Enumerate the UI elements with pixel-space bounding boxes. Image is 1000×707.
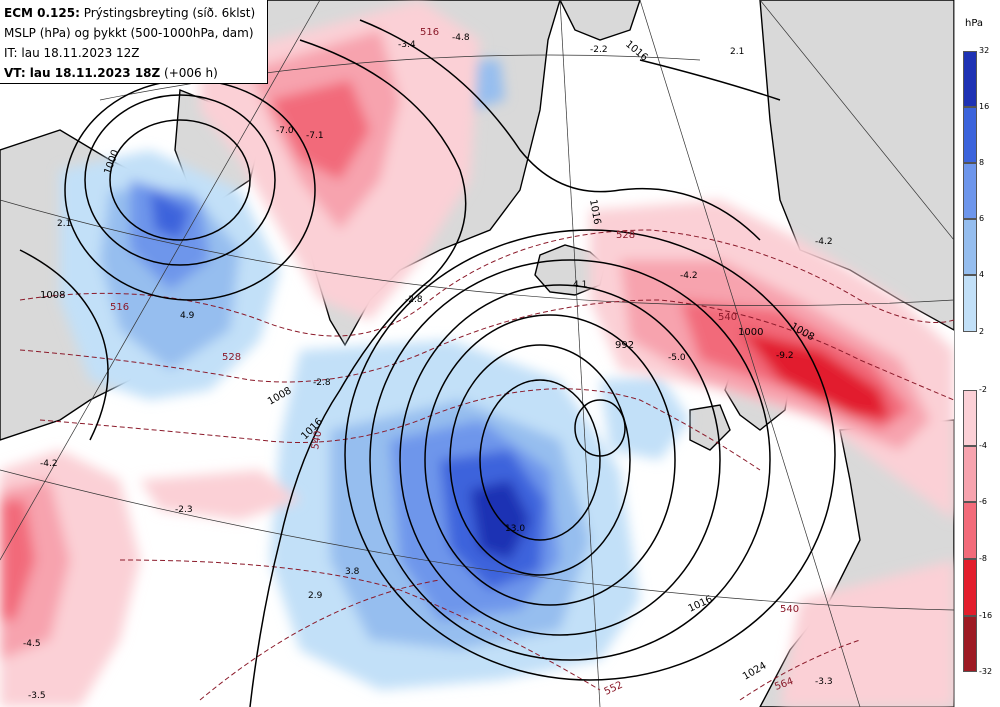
legend-swatch bbox=[963, 163, 977, 219]
tendency-labels: -3.4 -4.8 -2.2 -7.0 -7.1 2.1 -4.2 -4.2 -… bbox=[23, 33, 833, 701]
tendency-value: 2.1 bbox=[730, 47, 744, 57]
legend-swatch bbox=[963, 559, 977, 616]
thickness-label: 528 bbox=[616, 230, 635, 241]
legend-tick: 32 bbox=[979, 46, 990, 55]
model-name: ECM 0.125: bbox=[4, 6, 80, 20]
tendency-value: -9.2 bbox=[776, 351, 794, 361]
header-line-4: VT: lau 18.11.2023 18Z (+006 h) bbox=[4, 63, 267, 83]
thickness-label: 516 bbox=[420, 27, 439, 38]
tendency-value: -4.2 bbox=[680, 271, 698, 281]
forecast-step: (+006 h) bbox=[164, 66, 218, 80]
tendency-value: 4.9 bbox=[180, 311, 195, 321]
tendency-value: -4.5 bbox=[23, 639, 41, 649]
tendency-value: -7.1 bbox=[306, 131, 324, 141]
field-name: Prýstingsbreyting (síð. 6klst) bbox=[83, 6, 256, 20]
legend-tick: 16 bbox=[979, 102, 990, 111]
legend-unit: hPa bbox=[965, 18, 984, 29]
legend-tick: 6 bbox=[979, 214, 985, 223]
legend-swatch bbox=[963, 390, 977, 446]
thickness-label: 540 bbox=[718, 312, 737, 323]
isobar-label: 992 bbox=[615, 340, 634, 351]
tendency-value: 13.0 bbox=[505, 524, 525, 534]
tendency-value: 2.1 bbox=[57, 219, 71, 229]
header-line-3: IT: lau 18.11.2023 12Z bbox=[4, 46, 140, 60]
legend-tick: -16 bbox=[979, 611, 993, 620]
thickness-contours bbox=[19, 229, 954, 701]
tendency-value: 4.1 bbox=[573, 280, 587, 290]
legend-tick: -2 bbox=[979, 385, 987, 394]
legend-tick: -4 bbox=[979, 441, 987, 450]
tendency-value: -4.2 bbox=[40, 459, 58, 469]
pressure-fall-shading bbox=[0, 0, 954, 707]
tendency-value: -2.8 bbox=[405, 295, 423, 305]
isobar-label: 1016 bbox=[587, 199, 602, 226]
polar-island-land bbox=[559, 0, 641, 41]
map-header: ECM 0.125: Prýstingsbreyting (síð. 6klst… bbox=[0, 0, 268, 84]
legend-swatch bbox=[963, 51, 977, 107]
isobar-label: 1008 bbox=[40, 290, 65, 301]
thickness-label: 528 bbox=[222, 352, 241, 363]
tendency-value: -3.3 bbox=[815, 677, 833, 687]
weather-map: 1016 1016 1008 1008 992 1000 1008 1016 1… bbox=[0, 0, 954, 707]
header-line-1: ECM 0.125: Prýstingsbreyting (síð. 6klst… bbox=[4, 3, 267, 23]
thickness-label: 540 bbox=[780, 604, 799, 615]
tendency-value: -2.2 bbox=[590, 45, 608, 55]
legend-swatch bbox=[963, 446, 977, 502]
legend-tick: 8 bbox=[979, 158, 985, 167]
tendency-value: -2.8 bbox=[313, 378, 331, 388]
isobars bbox=[19, 19, 836, 707]
legend-swatch bbox=[963, 107, 977, 163]
tendency-value: 2.9 bbox=[308, 591, 323, 601]
tendency-value: -4.2 bbox=[815, 237, 833, 247]
pressure-rise-shading bbox=[60, 60, 690, 690]
legend-tick: 2 bbox=[979, 327, 985, 336]
isobar-label: 1000 bbox=[738, 327, 763, 338]
tendency-value: -7.0 bbox=[276, 126, 294, 136]
thickness-label: 516 bbox=[110, 302, 129, 313]
tendency-value: -3.5 bbox=[28, 691, 46, 701]
tendency-value: -5.0 bbox=[668, 353, 686, 363]
legend-swatch bbox=[963, 502, 977, 559]
legend-tick: 4 bbox=[979, 270, 985, 279]
legend-tick: -6 bbox=[979, 497, 987, 506]
legend-swatch bbox=[963, 616, 977, 672]
legend-swatch bbox=[963, 275, 977, 332]
legend-swatch bbox=[963, 219, 977, 275]
legend-tick: -32 bbox=[979, 667, 993, 676]
valid-time: VT: lau 18.11.2023 18Z bbox=[4, 66, 161, 80]
header-line-2: MSLP (hPa) og þykkt (500-1000hPa, dam) bbox=[4, 26, 254, 40]
ireland-land bbox=[689, 404, 731, 451]
tendency-value: -2.3 bbox=[175, 505, 193, 515]
tendency-value: -4.8 bbox=[452, 33, 470, 43]
tendency-value: 3.8 bbox=[345, 567, 360, 577]
color-legend bbox=[954, 0, 1000, 707]
legend-tick: -8 bbox=[979, 554, 987, 563]
tendency-value: -3.4 bbox=[398, 40, 416, 50]
thickness-label: 540 bbox=[310, 430, 324, 451]
